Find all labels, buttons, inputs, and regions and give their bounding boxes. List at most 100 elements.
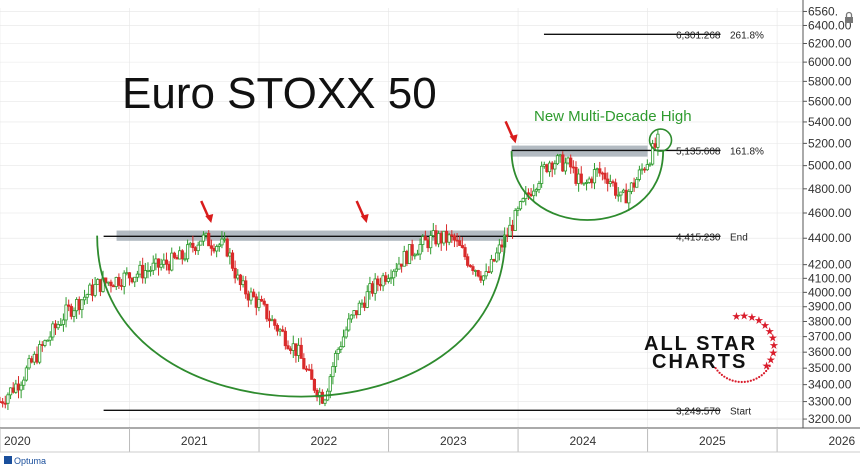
- candle-body: [529, 193, 533, 197]
- candle-body: [574, 166, 578, 184]
- candle-body: [267, 318, 272, 322]
- candle-body: [333, 353, 338, 367]
- candlesticks: [0, 130, 660, 410]
- candle-body: [357, 302, 361, 316]
- candle-body: [175, 257, 179, 260]
- candle-body: [109, 281, 113, 287]
- candle-body: [579, 173, 583, 184]
- y-tick-label: 4100.00: [808, 271, 852, 285]
- candle-body: [463, 247, 467, 258]
- candle-body: [476, 270, 480, 277]
- candle-body: [302, 358, 306, 370]
- lock-icon[interactable]: [845, 11, 853, 24]
- candle-body: [521, 198, 525, 202]
- candle-body: [423, 236, 427, 241]
- candle-body: [16, 383, 21, 391]
- candle-body: [444, 230, 449, 243]
- candle-body: [156, 258, 161, 268]
- optuma-logo: Optuma: [4, 456, 46, 466]
- candle-body: [27, 358, 31, 369]
- candle-body: [170, 252, 174, 271]
- dot-icon: [720, 373, 723, 376]
- candle-body: [262, 300, 266, 305]
- candle-body: [648, 163, 652, 166]
- candle-body: [188, 242, 192, 246]
- candle-body: [484, 271, 488, 277]
- candle-body: [656, 133, 660, 148]
- chart-title: Euro STOXX 50: [122, 69, 437, 118]
- candle-body: [312, 379, 317, 391]
- candle-body: [106, 281, 110, 284]
- candle-body: [418, 244, 422, 255]
- dot-icon: [731, 379, 734, 382]
- candle-body: [138, 264, 142, 275]
- candle-body: [61, 319, 66, 325]
- candle-body: [323, 399, 327, 404]
- y-tick-label: 3900.00: [808, 300, 852, 314]
- candle-body: [584, 182, 589, 184]
- x-tick-label: 2022: [310, 434, 337, 448]
- candle-body: [225, 238, 229, 257]
- candle-body: [270, 319, 274, 322]
- candle-body: [215, 246, 219, 252]
- candle-body: [616, 194, 620, 197]
- candle-body: [651, 143, 655, 165]
- cup-arc-large: [96, 235, 507, 398]
- candle-body: [122, 272, 126, 287]
- candle-body: [555, 155, 560, 165]
- candle-body: [537, 183, 541, 190]
- annotation-text: New Multi-Decade High: [534, 108, 692, 125]
- candle-body: [228, 252, 232, 257]
- candle-body: [143, 270, 147, 279]
- candle-body: [207, 232, 211, 247]
- y-tick-label: 6560.: [808, 4, 838, 18]
- candle-body: [320, 391, 324, 404]
- candle-body: [8, 387, 13, 396]
- candle-body: [632, 182, 636, 188]
- candle-body: [590, 178, 594, 184]
- candle-body: [436, 233, 441, 245]
- candle-body: [582, 182, 586, 185]
- x-tick-label: 2020: [4, 434, 31, 448]
- candle-body: [373, 278, 377, 294]
- candle-body: [386, 278, 390, 282]
- star-icon: ★: [739, 311, 749, 323]
- y-tick-label: 5200.00: [808, 136, 852, 150]
- candle-body: [426, 239, 430, 249]
- fib-label: Start: [730, 406, 751, 417]
- candle-body: [56, 324, 60, 329]
- candle-body: [201, 234, 206, 242]
- star-icon: ★: [732, 311, 742, 323]
- candle-body: [495, 252, 499, 262]
- candle-body: [458, 240, 462, 246]
- candle-body: [0, 401, 2, 403]
- y-axis: 6560.6400.00 6200.00 6000.00 5800.00 5600.00…: [802, 0, 852, 428]
- candle-body: [466, 256, 470, 266]
- candle-body: [500, 244, 504, 248]
- candle-body: [402, 250, 406, 267]
- red-arrow: [355, 200, 369, 223]
- red-arrow: [504, 120, 518, 144]
- candle-body: [363, 302, 367, 308]
- star-icon: ★: [765, 326, 775, 338]
- candle-body: [397, 263, 401, 270]
- x-tick-label: 2023: [440, 434, 467, 448]
- candle-body: [265, 303, 269, 320]
- candle-body: [460, 245, 464, 248]
- cup-arcs: [96, 128, 673, 398]
- fib-label: 261.8%: [730, 30, 764, 41]
- candle-body: [653, 143, 657, 148]
- candle-body: [196, 244, 200, 252]
- candle-body: [450, 234, 454, 237]
- candle-body: [365, 291, 369, 308]
- candle-body: [80, 299, 84, 311]
- highlight-circle: [648, 128, 673, 152]
- candle-body: [621, 189, 626, 193]
- fib-value: 6,301.268: [676, 30, 721, 41]
- candle-body: [164, 259, 169, 265]
- candle-body: [35, 353, 39, 363]
- candle-body: [592, 169, 597, 184]
- candle-body: [238, 274, 243, 286]
- candle-body: [413, 254, 417, 257]
- candle-body: [603, 172, 607, 180]
